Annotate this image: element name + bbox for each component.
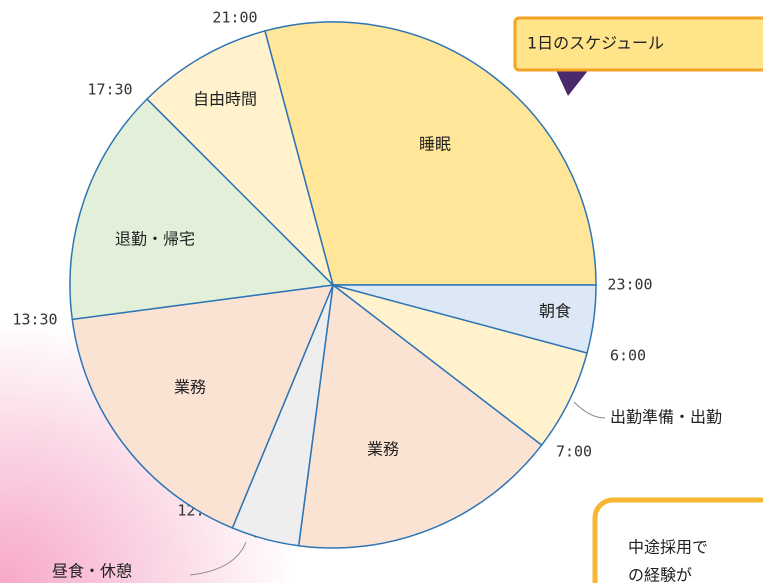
note: 中途採用で の経験が — [592, 497, 763, 583]
pie-segment — [71, 284, 335, 529]
segment-label: 業務 — [367, 440, 399, 459]
segment-label: 自由時間 — [193, 90, 257, 109]
segment-label: 退勤・帰宅 — [115, 230, 195, 249]
pie-segment — [145, 30, 335, 288]
pie-segment — [264, 21, 597, 286]
leader-line — [189, 541, 247, 576]
time-label: 21:00 — [212, 9, 257, 27]
segment-label: 業務 — [174, 378, 206, 397]
segment-label: 昼食・休憩 — [52, 562, 132, 581]
note-line: 中途採用で — [628, 538, 708, 557]
pie: 23:00睡眠6:00朝食7:008:30業務12:3013:30業務17:30… — [12, 9, 722, 581]
time-label: 13:30 — [12, 311, 57, 329]
callout: 1日のスケジュール — [513, 16, 763, 96]
time-label: 23:00 — [607, 276, 652, 294]
segment-label: 朝食 — [539, 302, 571, 321]
callout-title: 1日のスケジュール — [527, 34, 664, 53]
segment-label: 睡眠 — [419, 135, 451, 154]
pie-segment — [297, 283, 543, 549]
note-line: の経験が — [628, 566, 692, 583]
pie-segment — [69, 97, 335, 321]
leader-line — [573, 401, 606, 419]
time-label: 7:00 — [556, 443, 592, 461]
time-label: 6:00 — [610, 347, 646, 365]
time-label: 17:30 — [87, 81, 132, 99]
segment-label: 出勤準備・出勤 — [610, 408, 722, 427]
